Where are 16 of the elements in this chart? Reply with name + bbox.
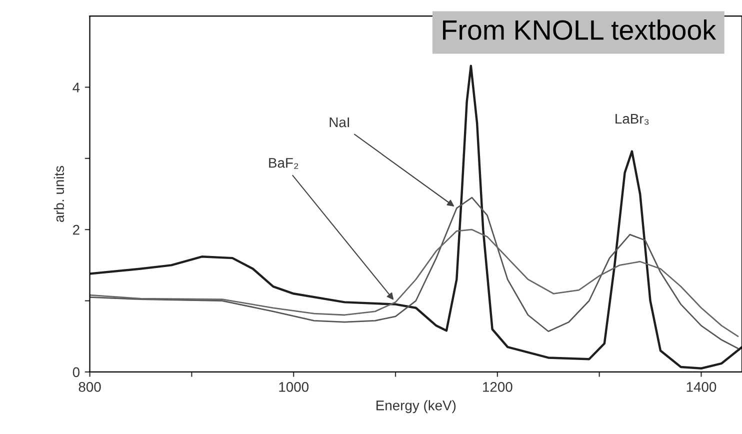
x-axis-title: Energy (keV): [376, 400, 456, 414]
y-tick-label: 4: [72, 82, 80, 92]
line-series: [90, 228, 739, 338]
x-tick-label: 1400: [686, 382, 716, 392]
annotation: From KNOLL textbook: [443, 20, 716, 40]
x-tick-label: 1200: [483, 382, 512, 392]
y-tick-label: 0: [72, 367, 80, 378]
annotation: LaBr₃: [616, 114, 649, 125]
x-tick-label: 1000: [279, 382, 309, 392]
y-tick-label: 2: [73, 224, 80, 235]
annotation: NaI: [330, 118, 349, 128]
line-series: [90, 64, 742, 370]
annotation: BaF₂: [269, 158, 298, 169]
line-series: [90, 196, 739, 350]
x-tick-label: 800: [78, 382, 101, 392]
y-axis-title: arb. units: [54, 166, 64, 222]
